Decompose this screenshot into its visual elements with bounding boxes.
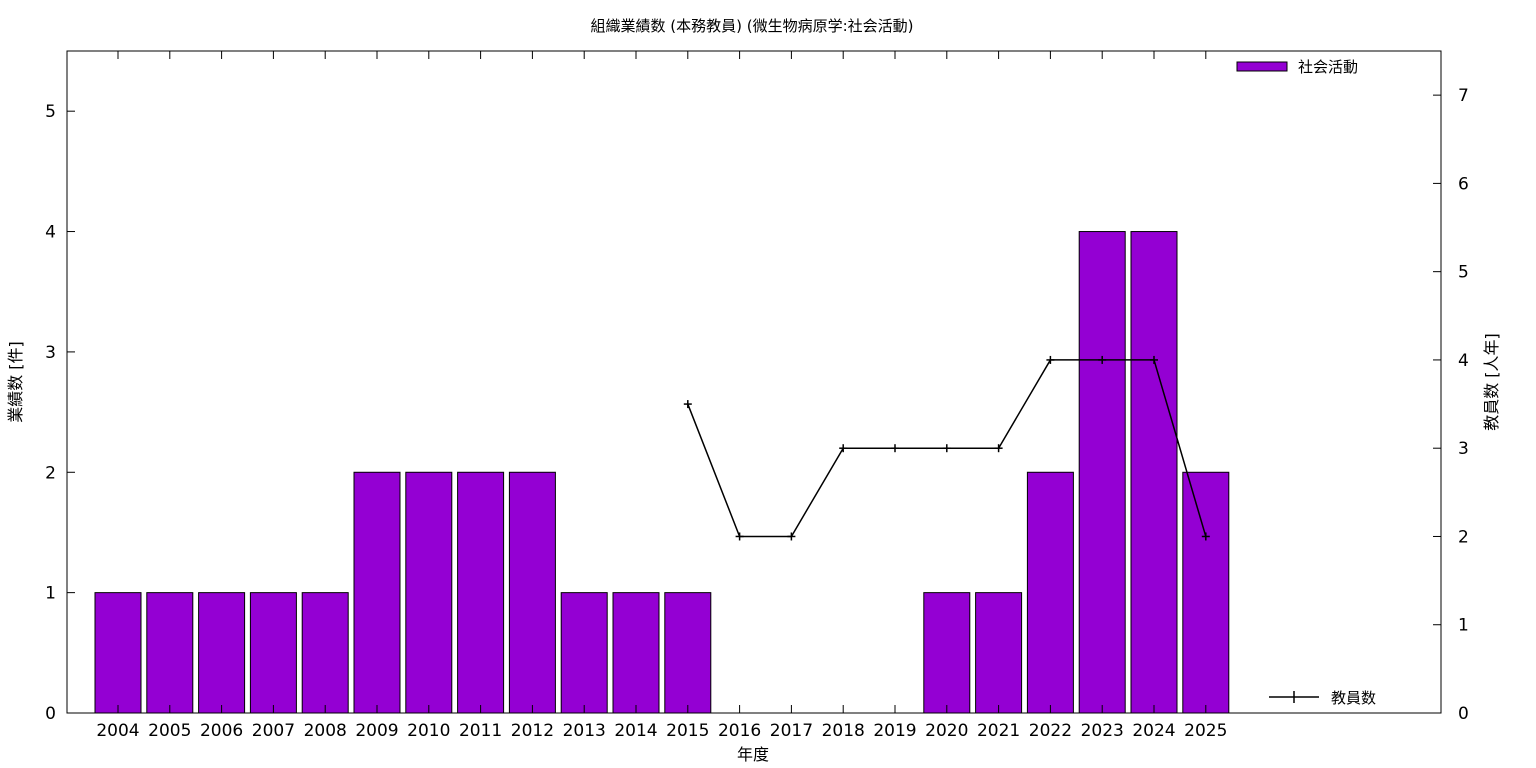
y2-tick-label: 3 [1458,439,1469,459]
x-tick-label: 2009 [355,721,398,741]
staff-point [735,532,744,541]
staff-point [942,444,951,453]
x-tick-label: 2025 [1184,721,1227,741]
bar [664,592,712,714]
bars [94,231,1230,714]
y-tick-label: 3 [45,343,56,363]
x-tick-label: 2015 [666,721,709,741]
bar [923,592,971,714]
bar [1182,471,1230,714]
x-tick-label: 2007 [252,721,295,741]
y-tick-label: 5 [45,102,56,122]
bar [94,592,142,714]
y2-tick-label: 7 [1458,86,1469,106]
x-tick-label: 2011 [459,721,502,741]
staff-point [1046,355,1055,364]
staff-point [787,532,796,541]
staff-line-layer [683,355,1210,541]
bar [198,592,246,714]
x-tick-label: 2023 [1081,721,1124,741]
x-tick-label: 2018 [822,721,865,741]
x-tick-label: 2017 [770,721,813,741]
bar [1130,231,1178,714]
bar [612,592,660,714]
bar [1026,471,1074,714]
y2-tick-label: 4 [1458,351,1469,371]
bar [457,471,505,714]
y2-tick-label: 5 [1458,263,1469,283]
x-tick-label: 2010 [407,721,450,741]
x-tick-label: 2005 [148,721,191,741]
legend-line-label: 教員数 [1331,689,1376,707]
x-tick-label: 2012 [511,721,554,741]
plot-frame [66,50,1442,714]
staff-point [683,400,692,409]
bar [146,592,194,714]
x-tick-label: 2022 [1029,721,1072,741]
bar [405,471,453,714]
x-tick-label: 2024 [1132,721,1175,741]
bar [560,592,608,714]
staff-point [1201,532,1210,541]
x-tick-label: 2004 [96,721,139,741]
y2-tick-label: 0 [1458,704,1469,724]
y2-axis-label: 教員数 [人年] [1482,333,1501,431]
y-tick-label: 0 [45,704,56,724]
x-tick-label: 2021 [977,721,1020,741]
x-tick-label: 2014 [614,721,657,741]
legend-bar-label: 社会活動 [1298,58,1358,76]
bar [508,471,556,714]
staff-point [994,444,1003,453]
y-tick-label: 1 [45,584,56,604]
x-tick-label: 2006 [200,721,243,741]
x-tick-label: 2016 [718,721,761,741]
ticks: 2004 2005 2006 2007 2008 2009 2010 2011 2012 2013… [45,51,1469,741]
y-tick-label: 4 [45,223,56,243]
staff-point [891,444,899,453]
staff-point [1098,355,1107,364]
x-axis-label: 年度 [737,745,769,764]
legend-bar-swatch [1236,61,1288,72]
y2-tick-label: 2 [1458,527,1469,547]
y-tick-label: 2 [45,463,56,483]
staff-point [1150,355,1158,364]
chart-title: 組織業績数 (本務教員) (微生物病原学:社会活動) [590,17,913,35]
y-axis-label: 業績数 [件] [6,341,25,423]
bar [249,592,297,714]
y2-tick-label: 6 [1458,174,1469,194]
legend-bar: 社会活動 [1236,58,1358,76]
bar [301,592,349,714]
bar [353,471,401,714]
x-tick-label: 2008 [304,721,347,741]
staff-point [839,444,848,453]
x-tick-label: 2013 [563,721,606,741]
bar [1078,231,1126,714]
legend-line: 教員数 [1269,689,1376,707]
x-tick-label: 2019 [873,721,916,741]
x-tick-label: 2020 [925,721,968,741]
y2-tick-label: 1 [1458,616,1469,636]
bar [975,592,1023,714]
